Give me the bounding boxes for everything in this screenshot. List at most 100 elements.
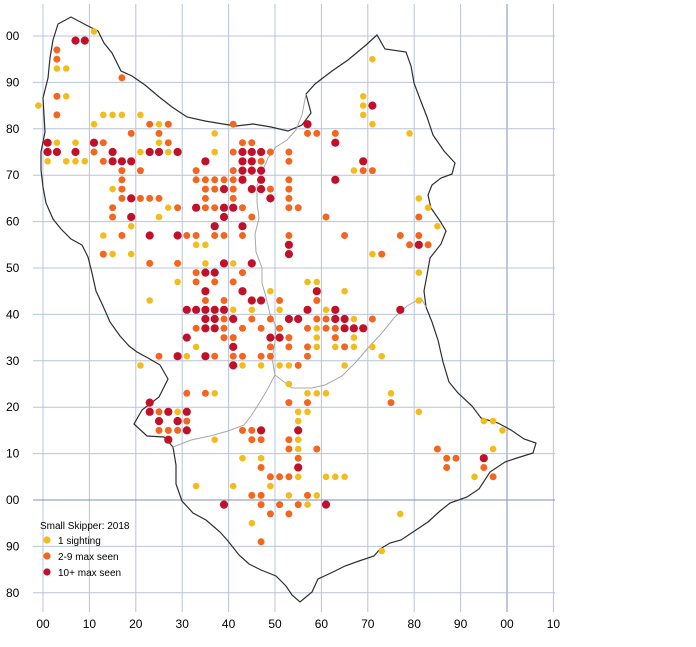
legend-label-high: 10+ max seen xyxy=(58,568,121,579)
sighting-dot-mid xyxy=(146,120,154,128)
sighting-dot-high xyxy=(219,500,229,509)
x-axis-label: 50 xyxy=(268,617,282,631)
sighting-dot-one xyxy=(155,120,163,128)
sighting-dot-mid xyxy=(183,389,191,397)
sighting-dot-one xyxy=(304,408,311,416)
sighting-dot-mid xyxy=(192,176,200,184)
sighting-dot-high xyxy=(164,407,173,416)
x-axis-labels: 00 10 20 30 40 50 60 70 80 90 00 10 xyxy=(36,617,560,631)
sighting-dot-mid xyxy=(229,176,237,184)
sighting-dot-one xyxy=(359,111,367,119)
sighting-dot-mid xyxy=(294,454,302,462)
sighting-dot-mid xyxy=(118,185,126,193)
sighting-dot-mid xyxy=(146,259,154,267)
sighting-dot-mid xyxy=(285,176,293,184)
sighting-dot-mid xyxy=(266,473,274,481)
sighting-dot-high xyxy=(52,147,62,157)
sighting-dot-high xyxy=(145,407,154,416)
sighting-dot-mid xyxy=(322,324,330,332)
sighting-dot-high xyxy=(247,157,256,166)
sighting-dot-one xyxy=(313,343,321,351)
sighting-dot-one xyxy=(313,325,321,332)
sighting-dot-mid xyxy=(266,343,274,351)
sighting-dot-one xyxy=(313,390,321,397)
sighting-dot-one xyxy=(239,454,246,462)
x-axis-label: 30 xyxy=(176,617,190,631)
sighting-dot-one xyxy=(90,28,98,35)
sighting-dot-mid xyxy=(229,278,237,286)
sighting-dot-mid xyxy=(164,426,172,434)
x-axis-label: 00 xyxy=(36,617,50,631)
sighting-dot-mid xyxy=(452,454,460,462)
legend-label-mid: 2-9 max seen xyxy=(58,552,119,563)
x-axis-label: 40 xyxy=(222,617,236,631)
sighting-dot-one xyxy=(229,482,237,490)
sighting-dot-one xyxy=(72,139,79,146)
sighting-dot-one xyxy=(211,130,218,137)
sighting-dot-one xyxy=(53,65,61,72)
sighting-dot-high xyxy=(229,361,238,370)
sighting-dot-high xyxy=(182,426,191,435)
sighting-dot-high xyxy=(80,36,89,45)
sighting-dot-high xyxy=(349,324,358,333)
sighting-dot-mid xyxy=(406,241,414,249)
sighting-dot-high xyxy=(257,166,266,175)
sighting-dot-mid xyxy=(257,501,265,509)
sighting-dot-one xyxy=(211,390,218,397)
sighting-dot-mid xyxy=(257,157,265,165)
sighting-dot-one xyxy=(118,111,126,119)
sighting-dot-mid xyxy=(285,473,293,481)
sighting-dot-mid xyxy=(164,139,172,147)
sighting-dot-one xyxy=(499,427,506,434)
sighting-dot-one xyxy=(192,343,200,351)
sighting-dot-one xyxy=(304,278,311,286)
sighting-dot-mid xyxy=(229,334,237,342)
sighting-dot-mid xyxy=(220,315,228,323)
sighting-dot-high xyxy=(284,314,293,324)
sighting-dot-high xyxy=(182,333,191,342)
sighting-dot-mid xyxy=(174,204,182,212)
sighting-dot-mid xyxy=(480,464,488,471)
sighting-dot-high xyxy=(266,333,275,342)
sighting-dot-one xyxy=(350,167,358,174)
sighting-dot-mid xyxy=(359,167,367,175)
sighting-dot-mid xyxy=(304,352,311,360)
sighting-dot-mid xyxy=(294,501,302,509)
sighting-dot-high xyxy=(108,147,117,157)
sighting-dot-high xyxy=(257,185,266,194)
sighting-dot-high xyxy=(396,305,405,314)
sighting-dot-mid xyxy=(211,278,219,286)
x-axis-label: 10 xyxy=(83,617,97,631)
sighting-dot-mid xyxy=(53,46,61,54)
map-grid xyxy=(33,4,555,612)
sighting-dot-high xyxy=(164,435,173,444)
sighting-dot-high xyxy=(201,324,210,333)
legend-title: Small Skipper: 2018 xyxy=(40,521,130,532)
sighting-dot-mid xyxy=(304,129,311,137)
sighting-dot-mid xyxy=(109,213,117,221)
sighting-dot-mid xyxy=(415,232,423,239)
sighting-dot-one xyxy=(155,213,163,221)
sighting-dot-mid xyxy=(378,250,386,258)
y-axis-label: 70 xyxy=(6,168,20,182)
sighting-dot-one xyxy=(313,334,321,341)
sighting-dot-mid xyxy=(201,176,209,184)
sighting-dot-one xyxy=(341,287,348,295)
sighting-dot-high xyxy=(294,463,303,472)
sighting-dot-high xyxy=(247,185,256,194)
sighting-dot-mid xyxy=(201,389,209,397)
sighting-dot-one xyxy=(165,204,172,211)
sighting-dot-mid xyxy=(331,324,339,332)
sighting-dot-mid xyxy=(285,510,293,518)
sighting-dot-high xyxy=(192,203,201,212)
sighting-dot-mid xyxy=(257,538,265,546)
sighting-dot-high xyxy=(127,212,136,222)
sighting-dot-mid xyxy=(174,259,182,267)
sighting-dot-high xyxy=(266,194,275,203)
sighting-dot-mid xyxy=(201,185,209,193)
sighting-dot-one xyxy=(211,148,218,156)
sighting-dot-high xyxy=(210,314,219,324)
sighting-dot-mid xyxy=(304,343,311,351)
sighting-dot-high xyxy=(247,166,256,175)
x-axis-label: 70 xyxy=(361,617,375,631)
